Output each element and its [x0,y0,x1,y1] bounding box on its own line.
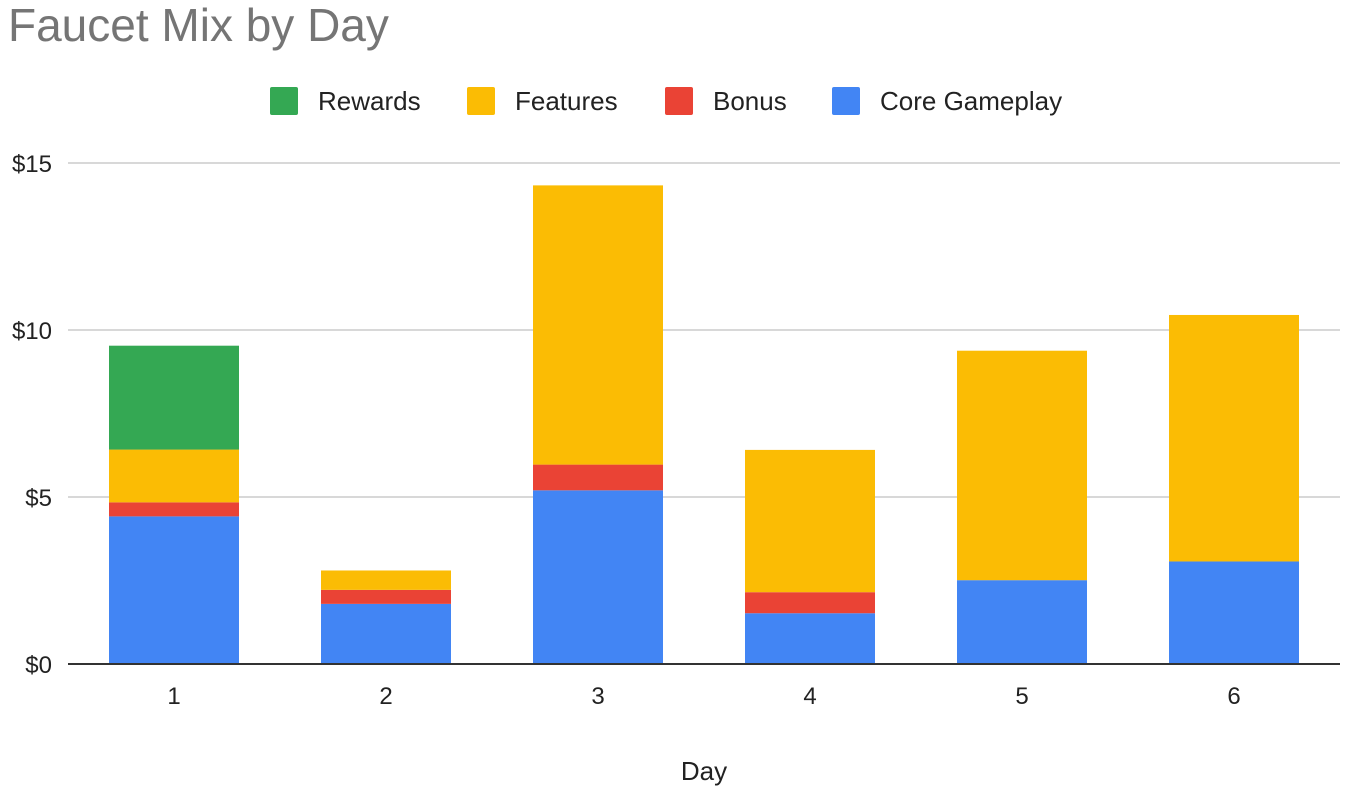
x-tick-label: 6 [1227,683,1240,710]
grid-lines [68,162,1340,498]
bar-segment [321,570,451,590]
y-tick-label: $10 [12,318,52,345]
bar-segment [745,592,875,614]
bar-segment [533,490,663,664]
axes: $0 $5 $10 $15 1 2 3 4 5 6 [12,151,1340,710]
y-tick-label: $15 [12,151,52,178]
bar-segment [321,603,451,664]
legend-swatch [270,87,298,115]
x-tick-label: 3 [591,683,604,710]
y-tick-label: $5 [25,485,52,512]
bar-segment [533,185,663,465]
bar-segment [1169,314,1299,562]
legend-swatch [665,87,693,115]
bar-segment [109,345,239,450]
bar-segment [321,589,451,604]
legend-label: Rewards [318,86,421,116]
x-tick-label: 4 [803,683,816,710]
legend-label: Core Gameplay [880,86,1062,116]
x-tick-label: 1 [167,683,180,710]
legend: Rewards Features Bonus Core Gameplay [270,86,1062,116]
x-tick-label: 5 [1015,683,1028,710]
y-tick-label: $0 [25,652,52,679]
chart-title: Faucet Mix by Day [8,0,389,51]
bar-segment [109,516,239,664]
legend-swatch [467,87,495,115]
bar-segment [957,350,1087,581]
bar-segment [109,502,239,517]
x-tick-label: 2 [379,683,392,710]
bar-segment [1169,561,1299,664]
bar-segment [533,464,663,491]
bar-segment [109,449,239,503]
bar-segment [745,449,875,593]
bars [109,185,1299,664]
bar-segment [957,580,1087,664]
legend-label: Features [515,86,618,116]
legend-swatch [832,87,860,115]
legend-label: Bonus [713,86,787,116]
x-axis-title: Day [681,756,727,786]
bar-segment [745,613,875,664]
